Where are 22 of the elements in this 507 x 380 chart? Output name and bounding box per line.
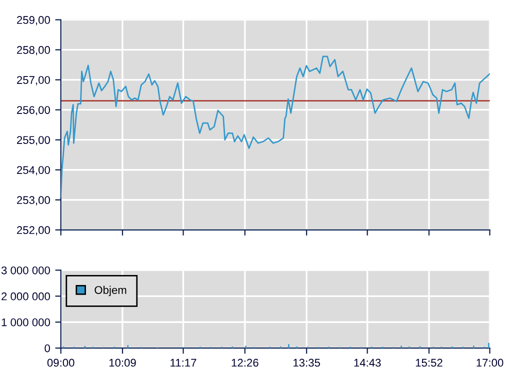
y-tick-label: 255,00 xyxy=(17,136,50,146)
x-tick-label: 13:35 xyxy=(294,358,320,367)
line-series xyxy=(60,56,490,198)
y-tick-label: 257,00 xyxy=(17,76,50,86)
x-tick-label: 15:52 xyxy=(416,358,442,367)
y-tick-label: 256,00 xyxy=(17,106,50,116)
y-tick-label: 253,00 xyxy=(17,196,50,206)
y-tick-label: 0 xyxy=(44,344,50,352)
y-tick-label: 259,00 xyxy=(17,16,50,26)
y-tick-label: 258,00 xyxy=(17,46,50,56)
y-tick-label: 254,00 xyxy=(17,166,50,176)
x-tick-label: 10:09 xyxy=(109,358,136,367)
x-tick-label: 17:00 xyxy=(476,358,504,367)
x-tick-label: 11:17 xyxy=(170,358,196,367)
x-tick-label: 14:43 xyxy=(354,358,381,367)
legend-label: Objem xyxy=(94,286,126,296)
y-tick-label: 252,00 xyxy=(17,226,50,236)
x-tick-label: 09:00 xyxy=(47,358,74,367)
x-tick-label: 12:26 xyxy=(232,358,258,367)
y-tick-label: 3 000 000 xyxy=(1,266,50,274)
y-tick-label: 2 000 000 xyxy=(2,292,50,300)
y-tick-label: 1 000 000 xyxy=(2,318,50,326)
